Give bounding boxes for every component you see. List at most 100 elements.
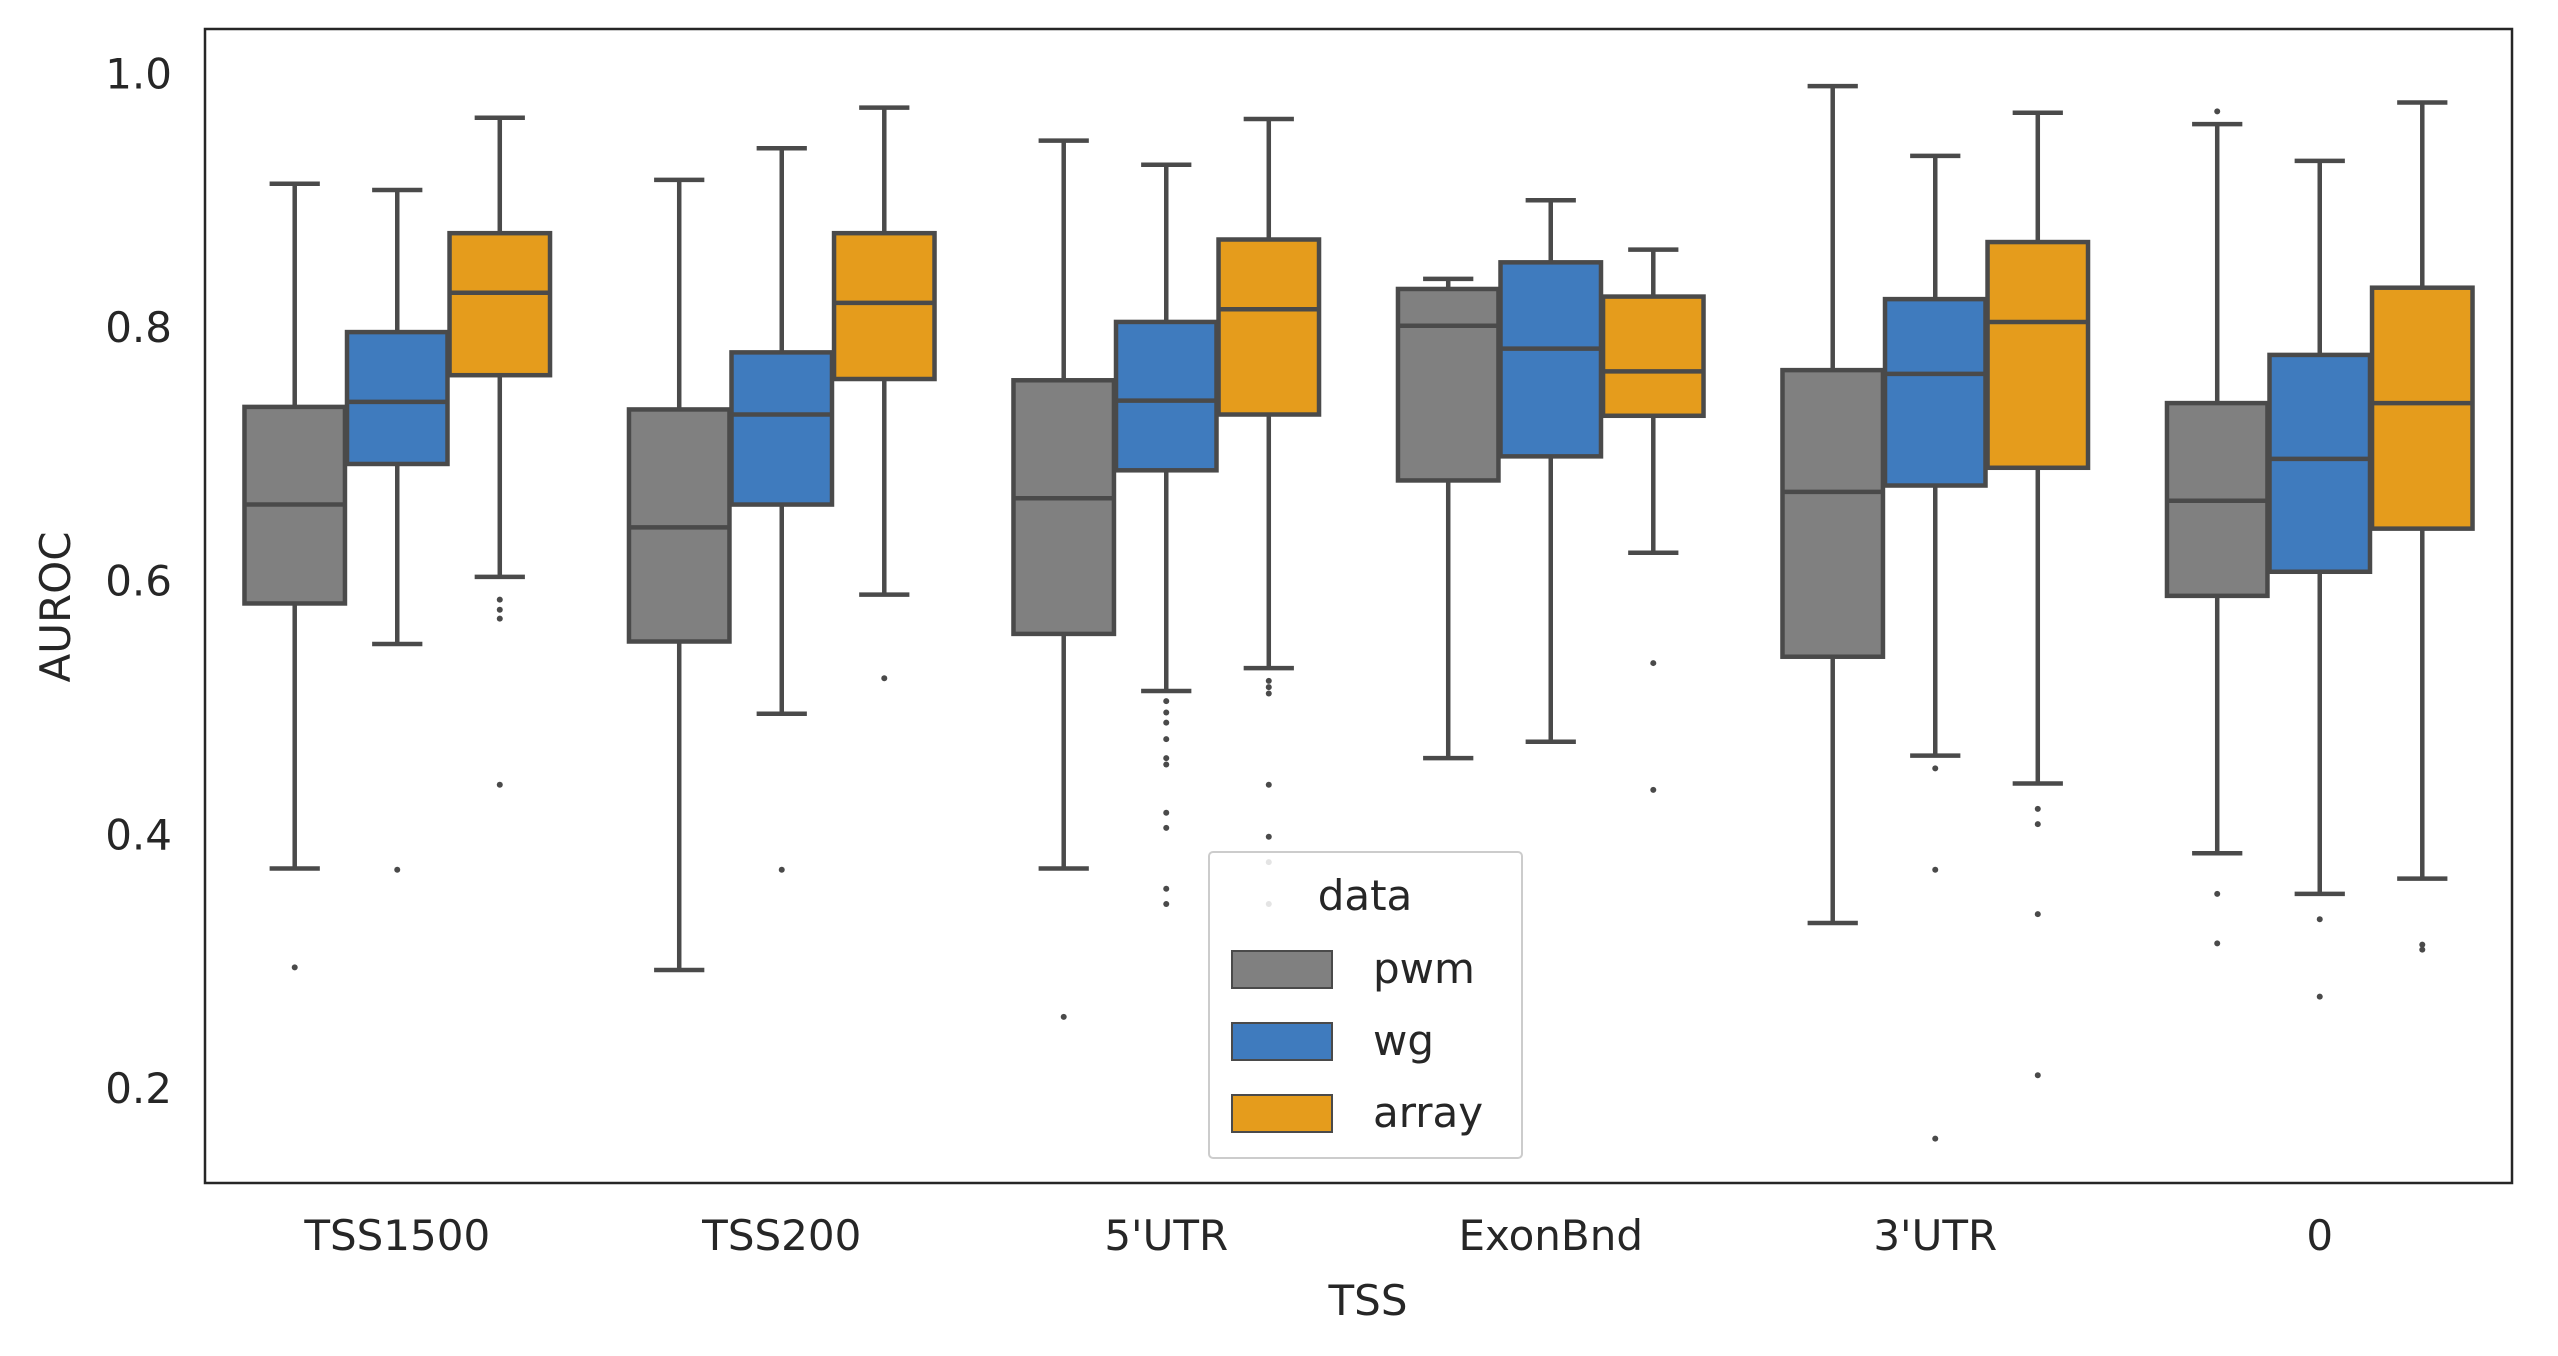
- outlier-point: [1650, 786, 1657, 793]
- outlier-point: [1265, 684, 1272, 691]
- outlier-point: [1265, 833, 1272, 840]
- outlier-point: [2034, 821, 2041, 828]
- legend-swatch-pwm: [1231, 950, 1333, 989]
- outlier-point: [2316, 993, 2323, 1000]
- x-tick-label: TSS1500: [303, 1211, 490, 1260]
- outlier-point: [2214, 108, 2221, 115]
- y-axis-ticks: 0.2 0.4 0.6 0.8 1.0: [105, 49, 172, 1113]
- box-iqr: [1395, 286, 1501, 483]
- outlier-point: [496, 606, 503, 613]
- box-array-4: [1985, 110, 2091, 1079]
- y-tick-label: 0.2: [105, 1064, 172, 1113]
- outlier-point: [1163, 698, 1170, 705]
- box-wg-1: [729, 145, 835, 873]
- box-iqr: [447, 230, 553, 378]
- outlier-point: [2419, 946, 2426, 953]
- x-axis-ticks: TSS1500 TSS200 5'UTR ExonBnd 3'UTR 0: [303, 1211, 2333, 1260]
- outlier-point: [881, 675, 888, 682]
- box-iqr: [344, 329, 450, 467]
- box-wg-2: [1113, 162, 1219, 908]
- legend-swatch-array: [1231, 1094, 1333, 1133]
- legend-swatch-wg: [1231, 1022, 1333, 1061]
- outlier-point: [2034, 1072, 2041, 1079]
- outlier-point: [1650, 660, 1657, 667]
- outlier-point: [1163, 885, 1170, 892]
- outlier-point: [1163, 761, 1170, 768]
- outlier-point: [1163, 755, 1170, 762]
- legend-label-wg: wg: [1373, 1016, 1434, 1065]
- outlier-point: [291, 964, 298, 971]
- x-tick-label: TSS200: [701, 1211, 861, 1260]
- x-tick-label: 5'UTR: [1104, 1211, 1228, 1260]
- outlier-point: [1163, 824, 1170, 831]
- box-array-5: [2369, 100, 2475, 953]
- outlier-point: [2214, 890, 2221, 897]
- outlier-point: [496, 596, 503, 603]
- plot-area-frame: [203, 27, 2514, 1185]
- outlier-point: [778, 866, 785, 873]
- boxes-layer: [242, 83, 2475, 1142]
- box-iqr: [1780, 367, 1886, 659]
- outlier-point: [1163, 709, 1170, 716]
- box-wg-5: [2267, 158, 2373, 1000]
- box-wg-4: [1882, 153, 1988, 1142]
- outlier-point: [1265, 677, 1272, 684]
- outlier-point: [1163, 809, 1170, 816]
- outlier-point: [2419, 941, 2426, 948]
- outlier-point: [2316, 916, 2323, 923]
- outlier-point: [1932, 866, 1939, 873]
- legend-label-array: array: [1373, 1088, 1483, 1137]
- box-iqr: [1216, 237, 1322, 417]
- box-iqr: [1011, 378, 1117, 637]
- box-pwm-0: [242, 181, 348, 971]
- legend: data pwm wg array: [1208, 851, 1523, 1159]
- outlier-point: [1265, 781, 1272, 788]
- box-pwm-3: [1395, 276, 1501, 761]
- y-tick-label: 0.4: [105, 810, 172, 859]
- outlier-point: [1163, 901, 1170, 908]
- box-array-3: [1600, 247, 1706, 793]
- box-pwm-2: [1011, 138, 1117, 1020]
- box-iqr: [2267, 352, 2373, 575]
- y-tick-label: 1.0: [105, 49, 172, 98]
- box-iqr: [1600, 294, 1706, 419]
- box-pwm-5: [2164, 108, 2270, 947]
- x-axis-label: TSS: [1328, 1276, 1408, 1325]
- legend-frame: [1208, 851, 1523, 1159]
- y-axis-label: AUROC: [31, 531, 80, 682]
- x-tick-label: 0: [2306, 1211, 2333, 1260]
- outlier-point: [1265, 690, 1272, 697]
- box-pwm-1: [626, 177, 732, 973]
- outlier-point: [496, 781, 503, 788]
- outlier-point: [1163, 719, 1170, 726]
- x-tick-label: 3'UTR: [1873, 1211, 1997, 1260]
- outlier-point: [496, 615, 503, 622]
- box-iqr: [831, 230, 937, 382]
- outlier-point: [2034, 911, 2041, 918]
- box-pwm-4: [1780, 83, 1886, 926]
- box-iqr: [1113, 319, 1219, 473]
- box-array-1: [831, 105, 937, 682]
- outlier-point: [1932, 765, 1939, 772]
- box-array-2: [1216, 116, 1322, 908]
- legend-title: data: [1318, 871, 1413, 920]
- box-array-0: [447, 115, 553, 788]
- legend-label-pwm: pwm: [1373, 944, 1475, 993]
- outlier-point: [2214, 940, 2221, 947]
- box-wg-3: [1498, 197, 1604, 744]
- y-tick-label: 0.8: [105, 303, 172, 352]
- outlier-point: [1932, 1135, 1939, 1142]
- outlier-point: [2034, 805, 2041, 812]
- box-iqr: [1882, 296, 1988, 488]
- y-tick-label: 0.6: [105, 557, 172, 606]
- box-iqr: [1498, 260, 1604, 459]
- box-wg-0: [344, 187, 450, 873]
- outlier-point: [394, 866, 401, 873]
- box-iqr: [2369, 285, 2475, 531]
- box-iqr: [1985, 239, 2091, 471]
- outlier-point: [1060, 1013, 1067, 1020]
- box-iqr: [729, 350, 835, 507]
- outlier-point: [1163, 736, 1170, 743]
- x-tick-label: ExonBnd: [1458, 1211, 1643, 1260]
